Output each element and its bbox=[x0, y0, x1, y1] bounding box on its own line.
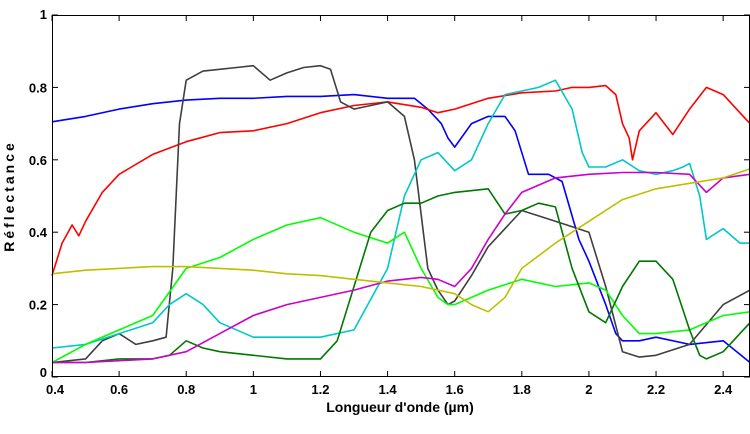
x-tick-label: 2.2 bbox=[647, 382, 665, 397]
series-line-6 bbox=[52, 188, 750, 364]
series-line-2 bbox=[51, 84, 750, 276]
x-tick-label: 0.6 bbox=[110, 382, 128, 397]
x-tick-label: 2.4 bbox=[714, 382, 733, 397]
series-line-8 bbox=[51, 168, 750, 313]
x-tick-label: 0.4 bbox=[46, 382, 65, 397]
y-tick-label: 1 bbox=[40, 7, 47, 22]
y-tick-label: 0.4 bbox=[29, 225, 48, 240]
series-line-3 bbox=[51, 64, 750, 364]
x-tick-label: 1.6 bbox=[446, 382, 464, 397]
series-layer bbox=[51, 64, 750, 364]
x-tick-label: 1.2 bbox=[311, 382, 329, 397]
y-axis-label: Réflectance bbox=[1, 140, 17, 252]
x-tick-label: 1.8 bbox=[513, 382, 531, 397]
series-line-5 bbox=[51, 216, 750, 364]
x-axis-label: Longueur d'onde (µm) bbox=[326, 399, 474, 415]
series-line-7 bbox=[52, 171, 750, 364]
ticks-layer: 0.4 0.6 0.8 1 1.2 1.4 1.6 1.8 2 2.2 2.4 0 0.2 0.4 0.6 0… bbox=[29, 7, 750, 397]
x-tick-label: 2 bbox=[585, 382, 592, 397]
x-tick-label: 1 bbox=[250, 382, 257, 397]
plot-frame bbox=[52, 15, 750, 377]
series-line-4 bbox=[51, 79, 750, 349]
x-tick-label: 1.4 bbox=[379, 382, 398, 397]
y-tick-label: 0.6 bbox=[29, 153, 47, 168]
x-tick-label: 0.8 bbox=[177, 382, 195, 397]
y-tick-label: 0 bbox=[40, 365, 47, 380]
y-tick-label: 0.2 bbox=[29, 298, 47, 313]
series-line-1 bbox=[51, 93, 750, 364]
y-tick-label: 0.8 bbox=[29, 80, 47, 95]
